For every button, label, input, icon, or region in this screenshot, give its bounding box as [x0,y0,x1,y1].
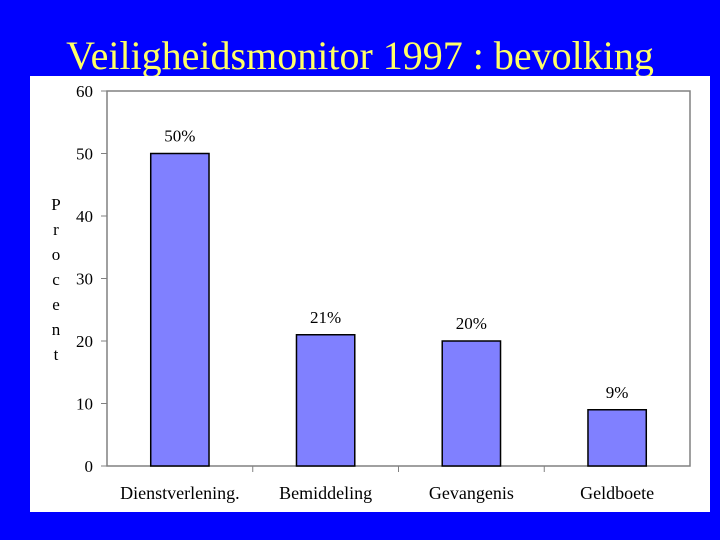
y-axis-label-letter: t [54,345,59,364]
y-tick-label: 30 [76,270,93,289]
y-axis-label-letter: n [52,320,61,339]
bar-3 [441,340,502,467]
y-tick-label: 50 [76,145,93,164]
bar-1 [149,152,210,467]
category-labels: Dienstverlening. Bemiddeling Gevangenis Gel… [120,466,654,503]
y-axis-label-letter: c [52,270,60,289]
data-label-3: 20% [456,314,487,333]
data-label-1: 50% [164,127,195,146]
bar-4 [587,409,648,467]
y-axis-label-letter: r [53,220,59,239]
y-axis-label-letter: o [52,245,61,264]
y-axis-label-letter: e [52,295,60,314]
category-label-3: Gevangenis [429,483,514,503]
y-axis-label-letter: P [51,195,60,214]
bar-2 [295,334,356,467]
bars [149,152,648,467]
category-label-2: Bemiddeling [279,483,372,503]
y-tick-label: 40 [76,207,93,226]
y-tick-label: 10 [76,395,93,414]
y-tick-label: 60 [76,82,93,101]
y-tick-label: 20 [76,332,93,351]
data-label-2: 21% [310,308,341,327]
data-labels: 50% 21% 20% 9% [164,127,628,402]
data-label-4: 9% [606,383,629,402]
category-label-1: Dienstverlening. [120,483,239,503]
category-label-4: Geldboete [580,483,654,503]
y-tick-label: 0 [85,457,94,476]
y-axis-ticks: 0 10 20 30 40 50 60 [76,82,107,476]
slide-title: Veiligheidsmonitor 1997 : bevolking [66,33,654,78]
